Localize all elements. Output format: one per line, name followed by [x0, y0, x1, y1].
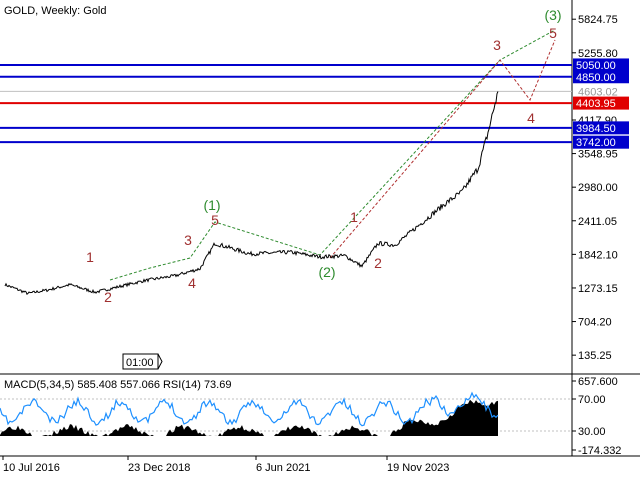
wave-label: 2 — [104, 289, 112, 305]
level-badge — [573, 58, 629, 72]
wave-label: 5 — [211, 212, 219, 228]
level-badge-label: 4403.95 — [576, 98, 616, 110]
wave-label: 5 — [549, 25, 557, 41]
level-badge-label: 3984.50 — [576, 123, 616, 135]
level-label: 4603.02 — [578, 86, 618, 98]
rsi-line — [0, 391, 499, 427]
time-tick-label: 10 Jul 2016 — [3, 462, 60, 474]
time-tick-label: 19 Nov 2023 — [387, 462, 449, 474]
level-badge — [573, 135, 629, 149]
wave-label: (1) — [203, 197, 220, 213]
wave-label: (3) — [544, 7, 561, 23]
wave-label: 2 — [374, 255, 382, 271]
indicator-title: MACD(5,34,5) 585.408 557.066 RSI(14) 73.… — [4, 379, 231, 391]
price-tick-label: 2980.00 — [578, 182, 618, 194]
price-tick-label: 1842.10 — [578, 249, 618, 261]
time-axis: 10 Jul 2016 23 Dec 2018 6 Jun 2021 19 Nov 2… — [2, 456, 449, 474]
time-marker[interactable]: 01:00 — [122, 353, 163, 370]
level-badge — [573, 70, 629, 84]
price-tick-label: 1273.15 — [578, 283, 618, 295]
level-badge-label: 5050.00 — [576, 60, 616, 72]
price-axis: 5824.755255.804117.903548.952980.002411.… — [572, 14, 618, 362]
level-lines — [0, 63, 572, 144]
price-line — [4, 91, 499, 296]
level-badge-label: 4850.00 — [576, 72, 616, 84]
price-tick-label: 135.25 — [578, 350, 612, 362]
indicator-tick-label: -174.332 — [578, 445, 621, 457]
wave-label: 3 — [184, 232, 192, 248]
time-tick-label: 23 Dec 2018 — [128, 462, 190, 474]
indicator-pane: 657.600 70.00 30.00 -174.332 — [0, 376, 621, 457]
level-badge — [573, 96, 629, 110]
price-tick-label: 5824.75 — [578, 14, 618, 26]
wave-label: 3 — [493, 37, 501, 53]
macd-histogram — [0, 399, 498, 436]
wave-projection-red — [329, 39, 556, 259]
indicator-tick-label: 30.00 — [578, 426, 606, 438]
indicator-tick-label: 657.600 — [578, 376, 618, 388]
wave-label: 4 — [527, 110, 535, 126]
price-series — [4, 91, 499, 296]
wave-label: 4 — [188, 275, 196, 291]
price-tick-label: 704.20 — [578, 317, 612, 329]
level-badge-label: 3742.00 — [576, 137, 616, 149]
time-tick-label: 6 Jun 2021 — [256, 462, 310, 474]
window-title: GOLD, Weekly: Gold — [4, 5, 107, 17]
price-tick-label: 2411.05 — [578, 216, 617, 228]
wave-projection-lines — [109, 29, 556, 281]
price-tick-label: 5255.80 — [578, 48, 618, 60]
level-badge — [573, 121, 629, 135]
price-tick-label: 3548.95 — [578, 149, 618, 161]
wave-label: (2) — [318, 264, 335, 280]
time-marker-label: 01:00 — [126, 357, 154, 369]
wave-label: 1 — [350, 209, 358, 225]
wave-label: 1 — [86, 249, 94, 265]
indicator-tick-label: 70.00 — [578, 394, 606, 406]
